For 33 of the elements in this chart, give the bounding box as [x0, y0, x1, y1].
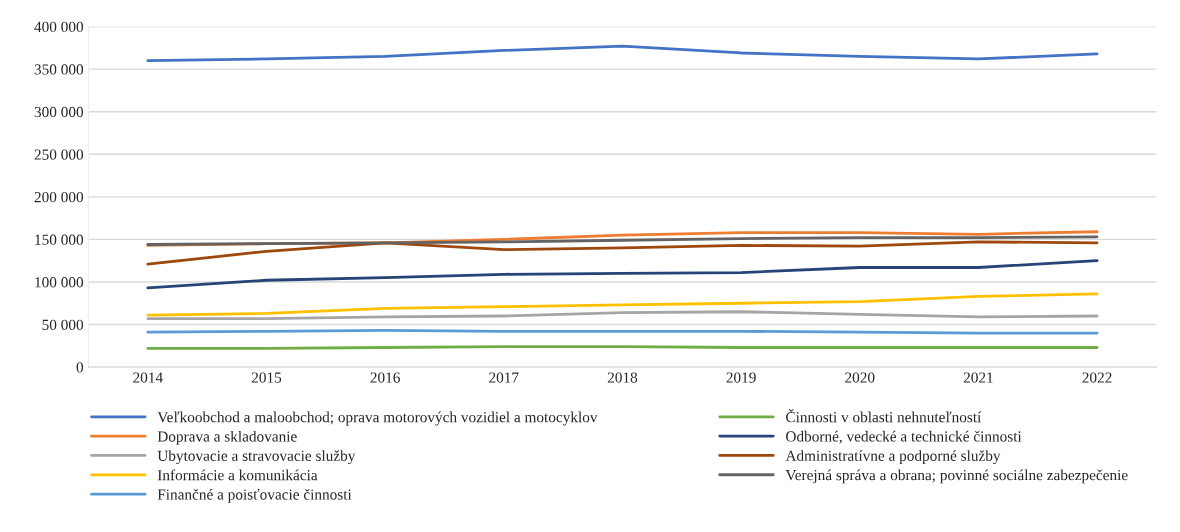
- legend-label: Odborné, vedecké a technické činnosti: [786, 430, 1022, 444]
- legend-label: Činnosti v oblasti nehnuteľností: [786, 409, 982, 423]
- y-tick-label: 100 000: [35, 277, 84, 288]
- x-tick-label: 2016: [370, 372, 400, 383]
- x-tick-label: 2019: [726, 372, 756, 383]
- y-tick-label: 200 000: [34, 191, 84, 203]
- y-tick-label: 400 000: [34, 21, 84, 33]
- y-tick-label: 0: [76, 362, 84, 373]
- legend-label: Veľkoobchod a maloobchod; oprava motorových vozidiel a motocyklov: [157, 411, 598, 426]
- x-tick-label: 2022: [1082, 372, 1112, 383]
- x-tick-label: 2018: [607, 372, 638, 383]
- y-tick-label: 50 000: [42, 319, 84, 330]
- legend-label: Finančné a poisťovacie činnosti: [157, 488, 352, 503]
- x-tick-label: 2015: [251, 372, 282, 383]
- legend-label: Ubytovacie a stravovacie služby: [157, 450, 356, 465]
- legend-label: Verejná správa a obrana; povinné sociálne zabezpečenie: [785, 469, 1128, 484]
- x-tick-label: 2021: [963, 372, 993, 383]
- y-tick-label: 250 000: [34, 149, 84, 160]
- line-series: [146, 259, 1099, 290]
- line-series: [146, 235, 1099, 246]
- line-series: [146, 44, 1099, 63]
- line-series: [146, 240, 1099, 266]
- x-tick-label: 2020: [845, 372, 875, 383]
- x-tick-label: 2017: [489, 372, 519, 383]
- legend-label: Doprava a skladovanie: [157, 430, 297, 445]
- legend-label: Administratívne a podporné služby: [785, 450, 1001, 465]
- line-series: [146, 310, 1099, 320]
- line-series: [146, 292, 1099, 317]
- legend-label: Informácie a komunikácia: [157, 469, 318, 481]
- y-tick-label: 300 000: [34, 106, 84, 118]
- y-tick-label: 350 000: [34, 64, 84, 75]
- x-tick-label: 2014: [133, 372, 163, 383]
- y-tick-label: 150 000: [35, 234, 84, 245]
